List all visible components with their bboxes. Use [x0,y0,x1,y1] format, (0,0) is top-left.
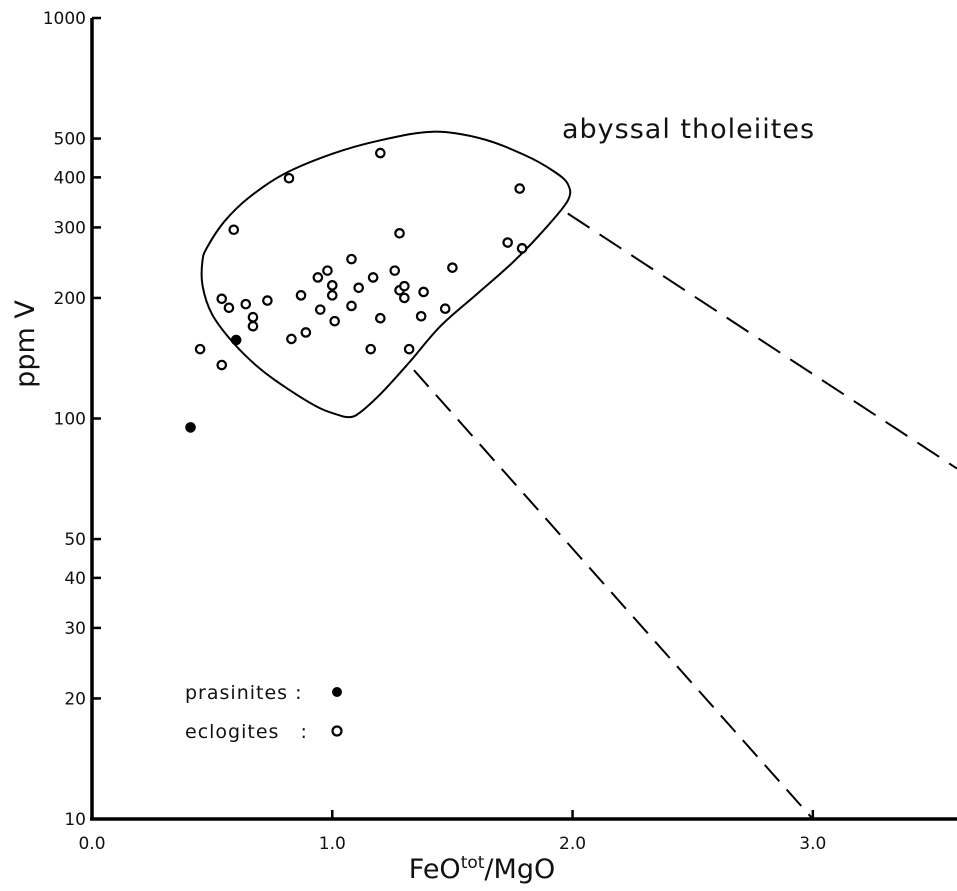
legend-label-prasinites: prasinites : [185,682,303,704]
eclogites-point [516,243,528,254]
eclogites-point [346,253,357,265]
eclogites-point [375,312,386,324]
eclogites-point [216,359,228,371]
y-tick-label: 40 [64,569,86,589]
eclogites-point [394,228,405,239]
eclogites-point [514,183,525,194]
eclogites-point [223,302,235,314]
eclogites-point [447,262,458,273]
x-tick-label: 0.0 [78,834,105,854]
data-points [185,147,528,433]
eclogites-point [283,172,295,184]
eclogites-point [247,311,259,323]
eclogites-point [415,310,427,322]
x-tick-label: 1.0 [319,834,346,854]
eclogites-point [326,280,338,291]
x-tick-label: 2.0 [559,834,586,854]
eclogites-point [322,265,333,276]
eclogites-point [367,272,379,283]
x-axis-title-superscript: tot [461,853,485,873]
eclogites-point [326,290,338,301]
eclogites-point [295,290,307,301]
eclogites-point [403,343,415,355]
eclogites-point [389,265,401,276]
eclogites-point [216,293,228,305]
eclogites-point [262,295,273,306]
y-tick-label: 50 [64,530,86,550]
prasinites-point [230,334,242,346]
y-axis-title: ppm V [10,300,41,388]
eclogites-point [228,224,240,236]
x-axis-title-suffix: /MgO [484,854,555,885]
eclogites-point [375,147,386,159]
y-tick-label: 10 [64,810,86,830]
x-axis-title: FeOtot/MgO [409,853,555,885]
abyssal-tholeiite-field-outline [200,130,572,419]
eclogites-point [365,343,377,355]
eclogites-point [353,282,365,294]
y-tick-label: 300 [54,218,86,238]
y-tick-label: 400 [54,168,86,188]
x-tick-label: 3.0 [799,834,826,854]
y-tick-label: 200 [54,289,86,309]
eclogites-point [346,300,357,312]
eclogites-point [247,320,259,332]
eclogites-point [314,304,326,315]
y-ticks: 1000 500 400 300 200 100 50 40 30 20 10 [43,9,101,830]
legend-label-eclogites: eclogites : [185,721,308,743]
dashed-extension-line [567,212,957,470]
eclogites-point [240,298,252,310]
abyssal-tholeiite-field-label: abyssal tholeiites [562,114,815,145]
field-extension-lines [413,212,957,820]
prasinites-point [185,422,196,433]
eclogites-point [329,315,340,327]
legend: prasinites : eclogites : [185,682,343,743]
legend-marker-eclogites [331,725,343,737]
y-tick-label: 1000 [43,9,86,29]
eclogites-point [194,343,206,355]
eclogites-point [300,327,312,338]
x-axis-title-base: FeO [409,854,461,885]
eclogites-point [418,286,429,298]
legend-marker-prasinites [332,687,342,697]
y-tick-label: 500 [54,130,86,150]
y-tick-label: 100 [54,410,86,430]
y-tick-label: 30 [64,619,86,639]
eclogites-point [502,237,513,248]
eclogites-point [399,280,410,292]
eclogites-point [286,333,297,345]
y-tick-label: 20 [64,689,86,709]
x-ticks: 0.0 1.0 2.0 3.0 [78,810,826,854]
eclogites-point [312,272,324,283]
dashed-extension-line [413,369,814,820]
eclogites-point [399,292,410,304]
eclogites-point [439,303,451,314]
